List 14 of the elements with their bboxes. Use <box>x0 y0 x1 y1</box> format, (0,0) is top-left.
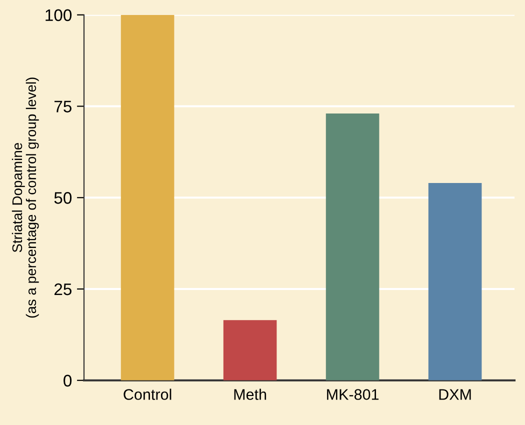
bar <box>223 320 277 380</box>
y-tick-label: 75 <box>54 100 72 112</box>
y-tick-label: 50 <box>54 192 72 204</box>
y-tick-label: 0 <box>64 374 72 387</box>
y-tick-label: 25 <box>54 283 72 296</box>
bar <box>326 114 380 380</box>
bar <box>120 14 174 380</box>
x-tick-label: DXM <box>439 389 471 400</box>
bar <box>428 183 482 380</box>
x-tick-label: Control <box>124 388 172 400</box>
x-tick-label: MK-801 <box>327 389 379 400</box>
y-tick-label: 100 <box>46 9 72 22</box>
y-axis-title: Striatal Dopamine (as a percentage of control group level) <box>12 78 39 318</box>
x-tick-label: Meth <box>234 388 266 400</box>
